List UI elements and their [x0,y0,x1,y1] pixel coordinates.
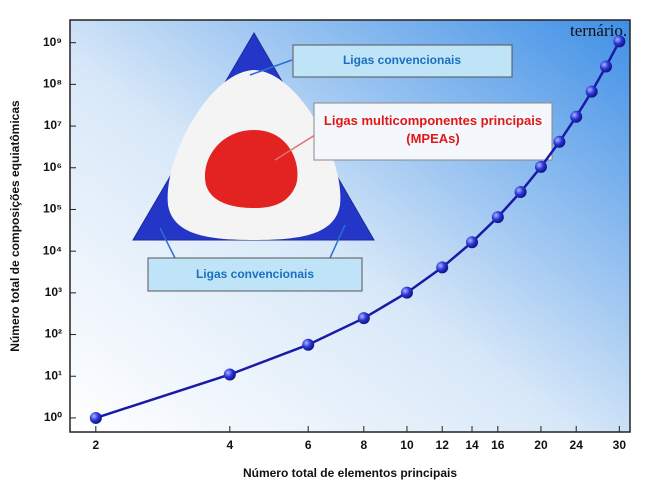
data-point [357,312,370,325]
annotation: Ligas multicomponentes principais (MPEAs… [323,113,543,146]
y-tick-label: 10⁷ [44,118,62,132]
x-tick-label: 4 [226,438,233,452]
y-axis-label: Número total de composições equiatômicas [8,100,22,352]
y-tick-label: 10¹ [45,368,62,382]
annotation-box: Ligas multicomponentes principais (MPEAs… [323,113,543,146]
y-tick-label: 10³ [45,285,62,299]
data-point [570,110,583,123]
data-point [223,368,236,381]
data-point [466,236,479,249]
y-tick-label: 10² [45,327,62,341]
y-tick-label: 10⁶ [43,160,62,174]
x-tick-label: 14 [465,438,479,452]
y-tick-label: 10⁴ [43,243,62,257]
annotation: Ligas convencionais [196,267,314,281]
data-point [534,160,547,173]
data-point [302,338,315,351]
x-tick-label: 20 [534,438,548,452]
data-point [400,286,413,299]
data-point [514,186,527,199]
data-point [491,211,504,224]
data-point [436,261,449,274]
x-tick-label: 12 [436,438,450,452]
label-box [292,44,513,78]
arrow [329,224,346,259]
data-point [89,411,102,424]
data-point [600,60,613,73]
x-tick-label: 30 [613,438,627,452]
x-tick-label: 24 [570,438,584,452]
x-axis-label: Número total de elementos principais [243,466,457,480]
y-tick-label: 10⁰ [44,410,62,424]
x-tick-label: 8 [360,438,367,452]
data-point [613,35,626,48]
arrow [274,134,316,161]
x-tick-label: 16 [491,438,505,452]
label-box [147,257,363,292]
x-tick-label: 6 [305,438,312,452]
y-tick-label: 10⁹ [43,35,62,49]
inset-diagram: Ligas convencionais Ligas multicomponent… [132,32,553,292]
data-point [553,135,566,148]
label-box [313,102,553,161]
y-tick-label: 10⁸ [43,77,62,91]
arrow [249,59,293,76]
red-region [204,130,298,208]
y-tick-label: 10⁵ [43,202,62,216]
data-point [585,85,598,98]
x-tick-label: 2 [92,438,99,452]
annotation: Ligas convencionais [343,53,461,67]
arrow [159,227,176,259]
x-tick-label: 10 [400,438,414,452]
annotation: ternário. [570,21,627,40]
